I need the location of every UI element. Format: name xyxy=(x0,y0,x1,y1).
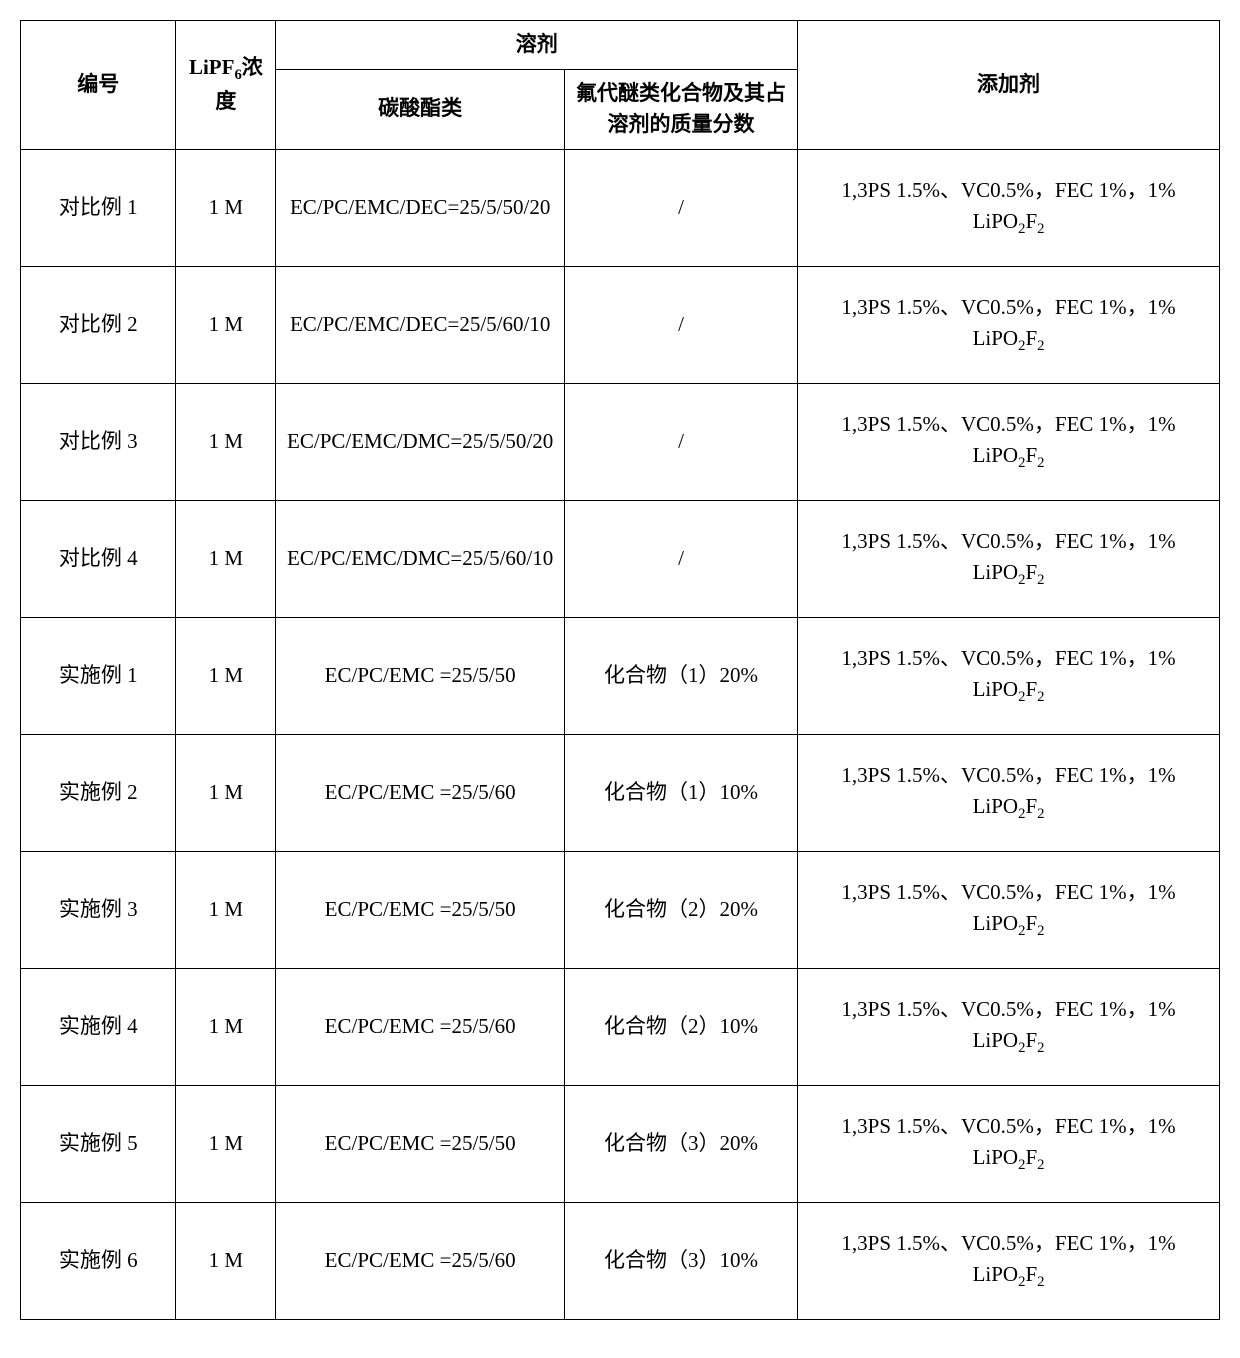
header-fluoroether: 氟代醚类化合物及其占溶剂的质量分数 xyxy=(564,69,797,149)
table-row: 实施例 31 MEC/PC/EMC =25/5/50化合物（2）20%1,3PS… xyxy=(21,851,1220,968)
cell-carbonate: EC/PC/EMC/DEC=25/5/50/20 xyxy=(276,149,565,266)
cell-concentration: 1 M xyxy=(176,851,276,968)
header-id: 编号 xyxy=(21,21,176,150)
cell-carbonate: EC/PC/EMC =25/5/60 xyxy=(276,968,565,1085)
table-row: 实施例 61 MEC/PC/EMC =25/5/60化合物（3）10%1,3PS… xyxy=(21,1202,1220,1319)
cell-carbonate: EC/PC/EMC/DMC=25/5/60/10 xyxy=(276,500,565,617)
table-row: 实施例 51 MEC/PC/EMC =25/5/50化合物（3）20%1,3PS… xyxy=(21,1085,1220,1202)
cell-additive: 1,3PS 1.5%、VC0.5%，FEC 1%，1% LiPO2F2 xyxy=(798,1202,1220,1319)
cell-carbonate: EC/PC/EMC =25/5/50 xyxy=(276,1085,565,1202)
cell-id: 对比例 4 xyxy=(21,500,176,617)
table-body: 对比例 11 MEC/PC/EMC/DEC=25/5/50/20/1,3PS 1… xyxy=(21,149,1220,1319)
cell-id: 实施例 5 xyxy=(21,1085,176,1202)
cell-id: 实施例 4 xyxy=(21,968,176,1085)
cell-additive: 1,3PS 1.5%、VC0.5%，FEC 1%，1% LiPO2F2 xyxy=(798,500,1220,617)
cell-carbonate: EC/PC/EMC =25/5/60 xyxy=(276,734,565,851)
cell-fluoroether: 化合物（1）20% xyxy=(564,617,797,734)
cell-additive: 1,3PS 1.5%、VC0.5%，FEC 1%，1% LiPO2F2 xyxy=(798,734,1220,851)
table-row: 对比例 31 MEC/PC/EMC/DMC=25/5/50/20/1,3PS 1… xyxy=(21,383,1220,500)
cell-carbonate: EC/PC/EMC =25/5/50 xyxy=(276,617,565,734)
cell-carbonate: EC/PC/EMC =25/5/60 xyxy=(276,1202,565,1319)
cell-fluoroether: 化合物（1）10% xyxy=(564,734,797,851)
table-row: 实施例 11 MEC/PC/EMC =25/5/50化合物（1）20%1,3PS… xyxy=(21,617,1220,734)
cell-carbonate: EC/PC/EMC/DMC=25/5/50/20 xyxy=(276,383,565,500)
cell-fluoroether: / xyxy=(564,383,797,500)
cell-concentration: 1 M xyxy=(176,500,276,617)
cell-concentration: 1 M xyxy=(176,968,276,1085)
table-row: 对比例 21 MEC/PC/EMC/DEC=25/5/60/10/1,3PS 1… xyxy=(21,266,1220,383)
cell-concentration: 1 M xyxy=(176,1202,276,1319)
cell-id: 实施例 1 xyxy=(21,617,176,734)
cell-concentration: 1 M xyxy=(176,1085,276,1202)
cell-id: 实施例 6 xyxy=(21,1202,176,1319)
cell-carbonate: EC/PC/EMC/DEC=25/5/60/10 xyxy=(276,266,565,383)
cell-concentration: 1 M xyxy=(176,617,276,734)
cell-fluoroether: / xyxy=(564,500,797,617)
header-solvent-group: 溶剂 xyxy=(276,21,798,70)
cell-additive: 1,3PS 1.5%、VC0.5%，FEC 1%，1% LiPO2F2 xyxy=(798,968,1220,1085)
cell-additive: 1,3PS 1.5%、VC0.5%，FEC 1%，1% LiPO2F2 xyxy=(798,149,1220,266)
cell-additive: 1,3PS 1.5%、VC0.5%，FEC 1%，1% LiPO2F2 xyxy=(798,617,1220,734)
cell-fluoroether: / xyxy=(564,266,797,383)
header-lipf6: LiPF6浓度 xyxy=(176,21,276,150)
header-additive: 添加剂 xyxy=(798,21,1220,150)
cell-id: 实施例 3 xyxy=(21,851,176,968)
cell-additive: 1,3PS 1.5%、VC0.5%，FEC 1%，1% LiPO2F2 xyxy=(798,851,1220,968)
cell-fluoroether: 化合物（3）10% xyxy=(564,1202,797,1319)
cell-fluoroether: 化合物（2）10% xyxy=(564,968,797,1085)
table-row: 对比例 41 MEC/PC/EMC/DMC=25/5/60/10/1,3PS 1… xyxy=(21,500,1220,617)
cell-concentration: 1 M xyxy=(176,266,276,383)
cell-fluoroether: / xyxy=(564,149,797,266)
cell-additive: 1,3PS 1.5%、VC0.5%，FEC 1%，1% LiPO2F2 xyxy=(798,1085,1220,1202)
electrolyte-table: 编号 LiPF6浓度 溶剂 添加剂 碳酸酯类 氟代醚类化合物及其占溶剂的质量分数… xyxy=(20,20,1220,1320)
table-row: 对比例 11 MEC/PC/EMC/DEC=25/5/50/20/1,3PS 1… xyxy=(21,149,1220,266)
cell-additive: 1,3PS 1.5%、VC0.5%，FEC 1%，1% LiPO2F2 xyxy=(798,383,1220,500)
cell-additive: 1,3PS 1.5%、VC0.5%，FEC 1%，1% LiPO2F2 xyxy=(798,266,1220,383)
cell-concentration: 1 M xyxy=(176,383,276,500)
cell-carbonate: EC/PC/EMC =25/5/50 xyxy=(276,851,565,968)
header-carbonate: 碳酸酯类 xyxy=(276,69,565,149)
cell-id: 对比例 2 xyxy=(21,266,176,383)
cell-fluoroether: 化合物（3）20% xyxy=(564,1085,797,1202)
cell-concentration: 1 M xyxy=(176,734,276,851)
table-header: 编号 LiPF6浓度 溶剂 添加剂 碳酸酯类 氟代醚类化合物及其占溶剂的质量分数 xyxy=(21,21,1220,150)
cell-id: 实施例 2 xyxy=(21,734,176,851)
table-row: 实施例 41 MEC/PC/EMC =25/5/60化合物（2）10%1,3PS… xyxy=(21,968,1220,1085)
cell-concentration: 1 M xyxy=(176,149,276,266)
cell-id: 对比例 1 xyxy=(21,149,176,266)
cell-id: 对比例 3 xyxy=(21,383,176,500)
table-row: 实施例 21 MEC/PC/EMC =25/5/60化合物（1）10%1,3PS… xyxy=(21,734,1220,851)
cell-fluoroether: 化合物（2）20% xyxy=(564,851,797,968)
